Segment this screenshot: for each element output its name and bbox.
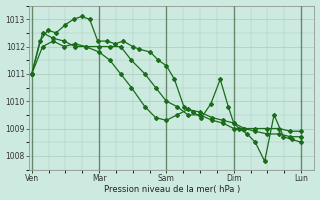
X-axis label: Pression niveau de la mer( hPa ): Pression niveau de la mer( hPa ) <box>104 185 240 194</box>
